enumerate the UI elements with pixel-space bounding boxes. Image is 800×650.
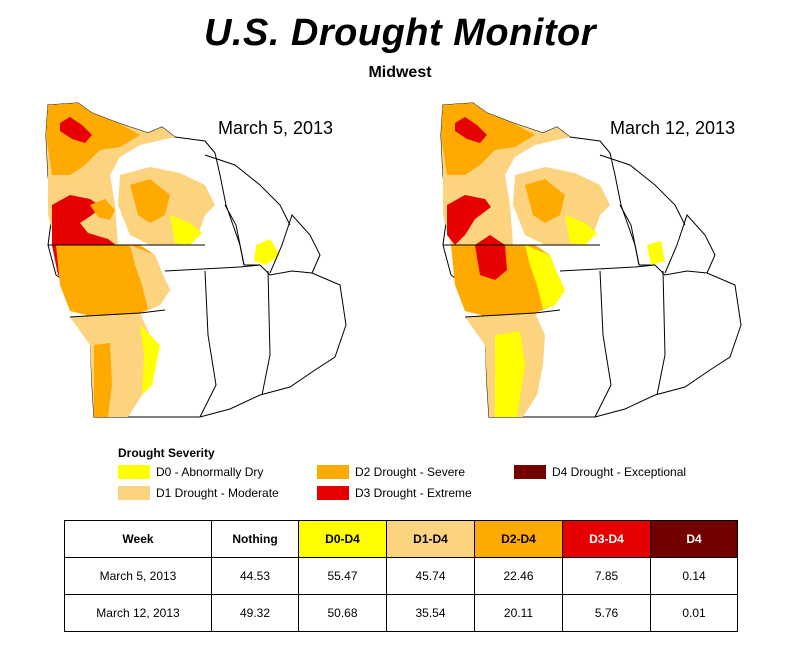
table-cell: 35.54 [386,594,475,632]
header-d1-d4: D1-D4 [386,520,475,558]
drought-map-march-12 [440,102,742,418]
table-cell: 7.85 [562,557,651,595]
legend-label: D3 Drought - Extreme [355,486,472,500]
header-d4: D4 [650,520,738,558]
legend-swatch [317,465,349,479]
legend-label: D0 - Abnormally Dry [156,465,264,479]
table-cell: 55.47 [298,557,387,595]
header-d3-d4: D3-D4 [562,520,651,558]
table-cell: 0.14 [650,557,738,595]
table-row: March 5, 2013 44.53 55.47 45.74 22.46 7.… [64,557,738,595]
legend-swatch [118,465,150,479]
page-subtitle: Midwest [368,64,432,81]
table-cell: 45.74 [386,557,475,595]
table-cell: 0.01 [650,594,738,632]
table-row: March 12, 2013 49.32 50.68 35.54 20.11 5… [64,594,738,632]
legend-swatch [317,486,349,500]
legend-swatch [118,486,150,500]
legend-item-d1: D1 Drought - Moderate [118,485,279,501]
page-title: U.S. Drought Monitor [203,12,597,54]
table-cell: 5.76 [562,594,651,632]
legend-label: D1 Drought - Moderate [156,486,279,500]
legend-title: Drought Severity [118,446,215,460]
map-date-label: March 5, 2013 [218,118,334,138]
header-d0-d4: D0-D4 [298,520,387,558]
drought-stats-table: Week Nothing D0-D4 D1-D4 D2-D4 D3-D4 D4 … [64,520,738,632]
table-cell: 22.46 [474,557,563,595]
legend-label: D2 Drought - Severe [355,465,466,479]
map-date-label: March 12, 2013 [610,118,736,138]
header-week: Week [64,520,212,558]
table-header-row: Week Nothing D0-D4 D1-D4 D2-D4 D3-D4 D4 [64,520,738,558]
table-cell: 44.53 [211,557,299,595]
legend-item-d3: D3 Drought - Extreme [317,485,472,501]
header-d2-d4: D2-D4 [474,520,563,558]
table-cell: 50.68 [298,594,387,632]
header-nothing: Nothing [211,520,299,558]
legend-item-d2: D2 Drought - Severe [317,464,465,480]
table-cell: 20.11 [474,594,563,632]
table-cell: March 5, 2013 [64,557,212,595]
drought-map-march-5 [45,102,347,418]
legend-swatch [514,465,546,479]
legend-label: D4 Drought - Exceptional [552,465,687,479]
table-cell: 49.32 [211,594,299,632]
legend-item-d4: D4 Drought - Exceptional [514,464,686,480]
legend-item-d0: D0 - Abnormally Dry [118,464,263,480]
table-cell: March 12, 2013 [64,594,212,632]
